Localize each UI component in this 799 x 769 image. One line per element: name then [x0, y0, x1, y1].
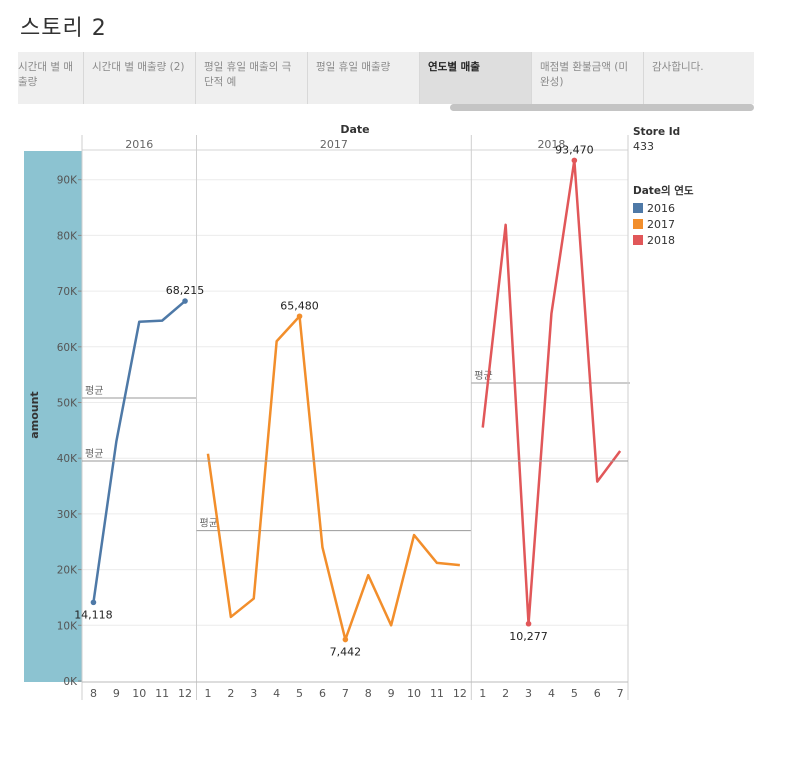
data-label: 93,470	[555, 143, 594, 156]
data-label: 14,118	[74, 608, 113, 621]
data-label: 65,480	[280, 299, 319, 312]
average-label: 평균	[85, 385, 103, 397]
x-tick-label: 10	[132, 687, 146, 700]
story-point-tab[interactable]: 감사합니다.	[652, 61, 704, 73]
y-tick-label: 60K	[57, 342, 78, 354]
x-tick-label: 3	[525, 687, 532, 700]
panel-year-header: 2018	[537, 138, 565, 151]
legend-swatch	[633, 235, 643, 245]
data-label: 68,215	[166, 284, 205, 297]
x-tick-label: 7	[342, 687, 349, 700]
x-tick-label: 6	[594, 687, 601, 700]
store-filter-value[interactable]: 433	[633, 140, 654, 153]
story-title: 스토리 2	[20, 16, 107, 41]
y-tick-label: 80K	[57, 230, 78, 242]
legend-item[interactable]: 2016	[633, 200, 793, 216]
data-point	[296, 313, 303, 320]
y-tick-label: 0K	[63, 676, 78, 688]
legend-label: 2018	[647, 233, 675, 247]
line-chart: amount Date 0K 10K 20K 30K 40K 50K 60K 70K 80K 90K 2…	[0, 115, 799, 715]
y-tick-label: 50K	[57, 398, 78, 410]
store-filter-title: Store Id	[633, 126, 681, 138]
legend-panel: Store Id 433 Date의 연도 2016 2017 2018	[633, 126, 793, 248]
legend-label: 2016	[647, 201, 675, 215]
story-point-tab-active[interactable]: 연도별 매출	[420, 52, 532, 104]
legend-item[interactable]: 2017	[633, 216, 793, 232]
navigator-scrollbar[interactable]	[450, 104, 754, 111]
y-tick-label: 70K	[57, 286, 78, 298]
series-line-2018	[481, 159, 622, 626]
y-tick-label: 90K	[57, 175, 78, 187]
data-label: 7,442	[330, 646, 362, 659]
x-tick-label: 12	[178, 687, 192, 700]
x-tick-label: 1	[204, 687, 211, 700]
x-tick-label: 6	[319, 687, 326, 700]
legend-swatch	[633, 219, 643, 229]
average-label: 평균	[200, 518, 218, 530]
data-point	[342, 636, 349, 643]
x-tick-label: 4	[273, 687, 280, 700]
y-axis-label-band	[24, 151, 82, 682]
legend-label: 2017	[647, 217, 675, 231]
color-legend-title: Date의 연도	[633, 185, 694, 197]
data-point	[90, 599, 97, 606]
y-axis-title: amount	[28, 391, 41, 438]
data-point	[525, 620, 532, 627]
y-tick-label: 30K	[57, 509, 78, 521]
x-tick-label: 3	[250, 687, 257, 700]
data-point	[182, 298, 188, 304]
series-line-2016	[92, 300, 186, 603]
x-tick-label: 9	[113, 687, 120, 700]
y-tick-label: 40K	[57, 453, 78, 465]
x-tick-label: 9	[388, 687, 395, 700]
x-tick-label: 11	[155, 687, 169, 700]
data-label: 10,277	[509, 630, 548, 643]
panel-year-header: 2017	[320, 138, 348, 151]
y-tick-label: 10K	[57, 620, 78, 632]
x-tick-label: 8	[365, 687, 372, 700]
x-tick-label: 1	[479, 687, 486, 700]
series-line-2017	[206, 315, 460, 641]
x-tick-label: 2	[227, 687, 234, 700]
x-tick-label: 10	[407, 687, 421, 700]
x-tick-label: 8	[90, 687, 97, 700]
legend-item[interactable]: 2018	[633, 232, 793, 248]
x-tick-label: 7	[617, 687, 624, 700]
chart-svg: amount Date 0K 10K 20K 30K 40K 50K 60K 70K 80K 90K 2…	[24, 123, 632, 700]
legend-swatch	[633, 203, 643, 213]
panel-year-header: 2016	[125, 138, 153, 151]
x-tick-label: 11	[430, 687, 444, 700]
story-point-tab[interactable]: 시간대 별 매출량 (2)	[84, 52, 196, 104]
x-tick-label: 2	[502, 687, 509, 700]
story-point-tab[interactable]: 시간대 별 매출량	[18, 52, 84, 104]
data-point	[571, 157, 578, 164]
story-navigator: 시간대 별 매출량 시간대 별 매출량 (2) 평일 휴일 매출의 극단적 예 …	[18, 52, 754, 104]
x-tick-label: 12	[453, 687, 467, 700]
x-axis-title: Date	[340, 123, 369, 136]
x-tick-label: 5	[296, 687, 303, 700]
x-tick-label: 5	[571, 687, 578, 700]
story-point-tab[interactable]: 평일 휴일 매출량	[308, 52, 420, 104]
story-point-tab[interactable]: 매점별 환불금액 (미완성)	[532, 52, 644, 104]
x-tick-label: 4	[548, 687, 555, 700]
y-tick-label: 20K	[57, 565, 78, 577]
story-point-tab[interactable]: 평일 휴일 매출의 극단적 예	[196, 52, 308, 104]
overall-average-label: 평균	[85, 448, 103, 460]
